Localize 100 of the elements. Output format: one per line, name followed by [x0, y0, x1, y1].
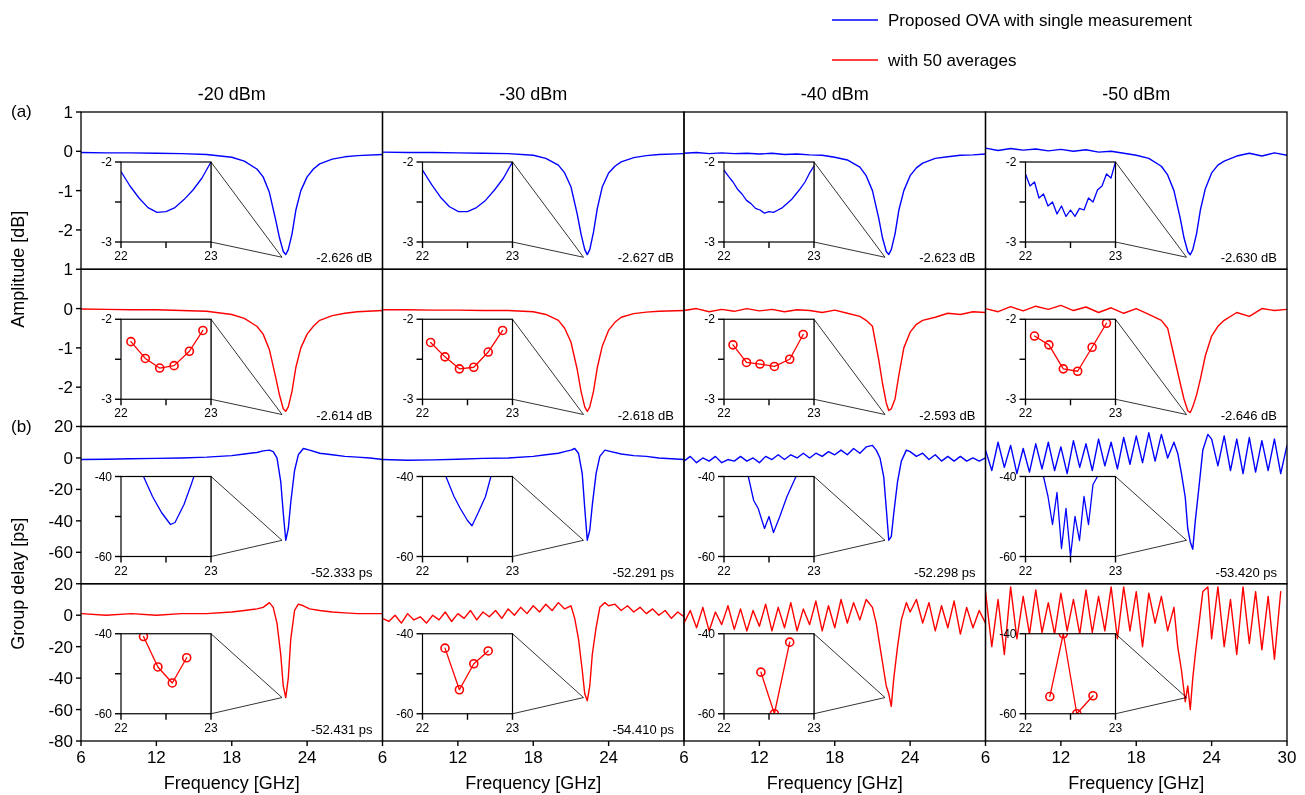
x-tick-label: 23: [204, 563, 218, 578]
x-tick-label: 22: [114, 720, 128, 735]
y-tick-label: -60: [396, 549, 414, 564]
x-tick-label: 23: [1108, 563, 1123, 578]
x-tick-label: 18: [1126, 748, 1146, 767]
y-tick-label: -60: [999, 706, 1017, 721]
legend-label: Proposed OVA with single measurement: [888, 10, 1193, 30]
x-tick-label: 22: [1018, 720, 1033, 735]
y-tick-label: 1: [63, 102, 73, 122]
x-tick-label: 22: [717, 249, 731, 263]
y-tick-label: -60: [94, 706, 113, 721]
y-tick-label: -60: [94, 549, 113, 564]
x-tick-label: 23: [807, 563, 821, 578]
x-tick-label: 6: [980, 748, 991, 767]
x-tick-label: 6: [76, 748, 86, 767]
legend-label: with 50 averages: [887, 50, 1017, 70]
x-tick-label: 23: [505, 406, 520, 421]
y-tick-label: -2: [1005, 312, 1017, 327]
x-axis-title: Frequency [GHz]: [1068, 773, 1205, 793]
annotation: -52.333 ps: [311, 564, 373, 580]
x-tick-label: 12: [1051, 748, 1071, 767]
x-tick-label: 22: [1018, 406, 1033, 421]
y-tick-label: -40: [697, 626, 716, 641]
x-tick-label: 22: [114, 249, 128, 263]
x-axis-title: Frequency [GHz]: [465, 773, 602, 793]
annotation: -54.410 ps: [612, 722, 675, 737]
y-tick-label: -3: [402, 392, 414, 407]
annotation: -52.298 ps: [914, 564, 976, 580]
y-tick-label: 0: [63, 448, 73, 468]
x-tick-label: 22: [1018, 563, 1033, 578]
x-tick-label: 6: [377, 748, 388, 767]
y-tick-label: 0: [63, 142, 73, 162]
y-tick-label: 1: [63, 260, 73, 280]
x-tick-label: 22: [415, 563, 430, 578]
chart-title: -20 dBm: [197, 84, 266, 104]
y-tick-label: -3: [704, 392, 716, 407]
x-tick-label: 24: [599, 748, 619, 767]
annotation: -2.593 dB: [919, 407, 976, 423]
x-tick-label: 23: [1108, 720, 1123, 735]
x-tick-label: 12: [448, 748, 468, 767]
x-tick-label: 22: [415, 406, 430, 421]
x-tick-label: 23: [505, 249, 520, 263]
y-tick-label: 0: [63, 606, 73, 626]
y-tick-label: 20: [54, 417, 73, 437]
x-axis-title: Frequency [GHz]: [163, 773, 300, 793]
x-tick-label: 22: [114, 563, 128, 578]
x-tick-label: 24: [900, 748, 920, 767]
y-tick-label: -2: [101, 312, 113, 327]
y-tick-label: -2: [57, 220, 73, 240]
annotation: -2.646 dB: [1220, 407, 1277, 423]
annotation: -52.431 ps: [311, 722, 373, 737]
annotation: -2.627 dB: [617, 250, 674, 266]
y-tick-label: -3: [704, 235, 716, 250]
y-tick-label: -2: [101, 155, 113, 170]
x-tick-label: 22: [1018, 249, 1033, 263]
x-tick-label: 23: [505, 720, 520, 735]
y-tick-label: -3: [101, 235, 113, 250]
y-tick-label: -3: [1005, 235, 1017, 250]
annotation: -2.626 dB: [316, 250, 373, 266]
y-tick-label: -1: [57, 181, 73, 201]
y-tick-label: -60: [999, 549, 1017, 564]
y-tick-label: -40: [48, 511, 73, 531]
y-tick-label: -3: [101, 392, 113, 407]
x-tick-label: 30: [1277, 748, 1297, 767]
x-tick-label: 22: [717, 406, 731, 421]
x-tick-label: 23: [1108, 249, 1123, 263]
y-tick-label: 0: [63, 299, 73, 319]
text: (b): [11, 416, 32, 436]
x-tick-label: 23: [204, 406, 218, 421]
y-tick-label: -80: [48, 731, 73, 751]
annotation: -2.614 dB: [316, 407, 373, 423]
y-tick-label: 20: [54, 574, 73, 594]
x-tick-label: 22: [114, 406, 128, 421]
y-axis-title: Group delay [ps]: [8, 517, 28, 650]
y-tick-label: -40: [697, 469, 716, 484]
x-tick-label: 22: [415, 249, 430, 263]
annotation: -2.618 dB: [617, 407, 674, 423]
x-tick-label: 18: [222, 748, 242, 767]
y-tick-label: -2: [704, 312, 716, 327]
y-tick-label: -2: [57, 378, 73, 398]
x-tick-label: 22: [415, 720, 430, 735]
x-tick-label: 23: [204, 720, 218, 735]
y-tick-label: -60: [697, 706, 716, 721]
y-tick-label: -60: [48, 700, 73, 720]
y-tick-label: -2: [402, 312, 414, 327]
x-tick-label: 24: [297, 748, 317, 767]
x-tick-label: 23: [807, 249, 821, 263]
x-tick-label: 6: [679, 748, 689, 767]
chart-title: -40 dBm: [800, 84, 869, 104]
y-tick-label: -60: [697, 549, 716, 564]
y-tick-label: -3: [1005, 392, 1017, 407]
y-tick-label: -2: [402, 155, 414, 170]
y-tick-label: -60: [48, 543, 73, 563]
annotation: -2.630 dB: [1220, 250, 1277, 266]
x-tick-label: 12: [146, 748, 166, 767]
y-tick-label: -3: [402, 235, 414, 250]
y-tick-label: -20: [48, 480, 73, 500]
x-axis-title: Frequency [GHz]: [766, 773, 903, 793]
chart-title: -50 dBm: [1102, 84, 1171, 104]
y-tick-label: -40: [999, 469, 1017, 484]
